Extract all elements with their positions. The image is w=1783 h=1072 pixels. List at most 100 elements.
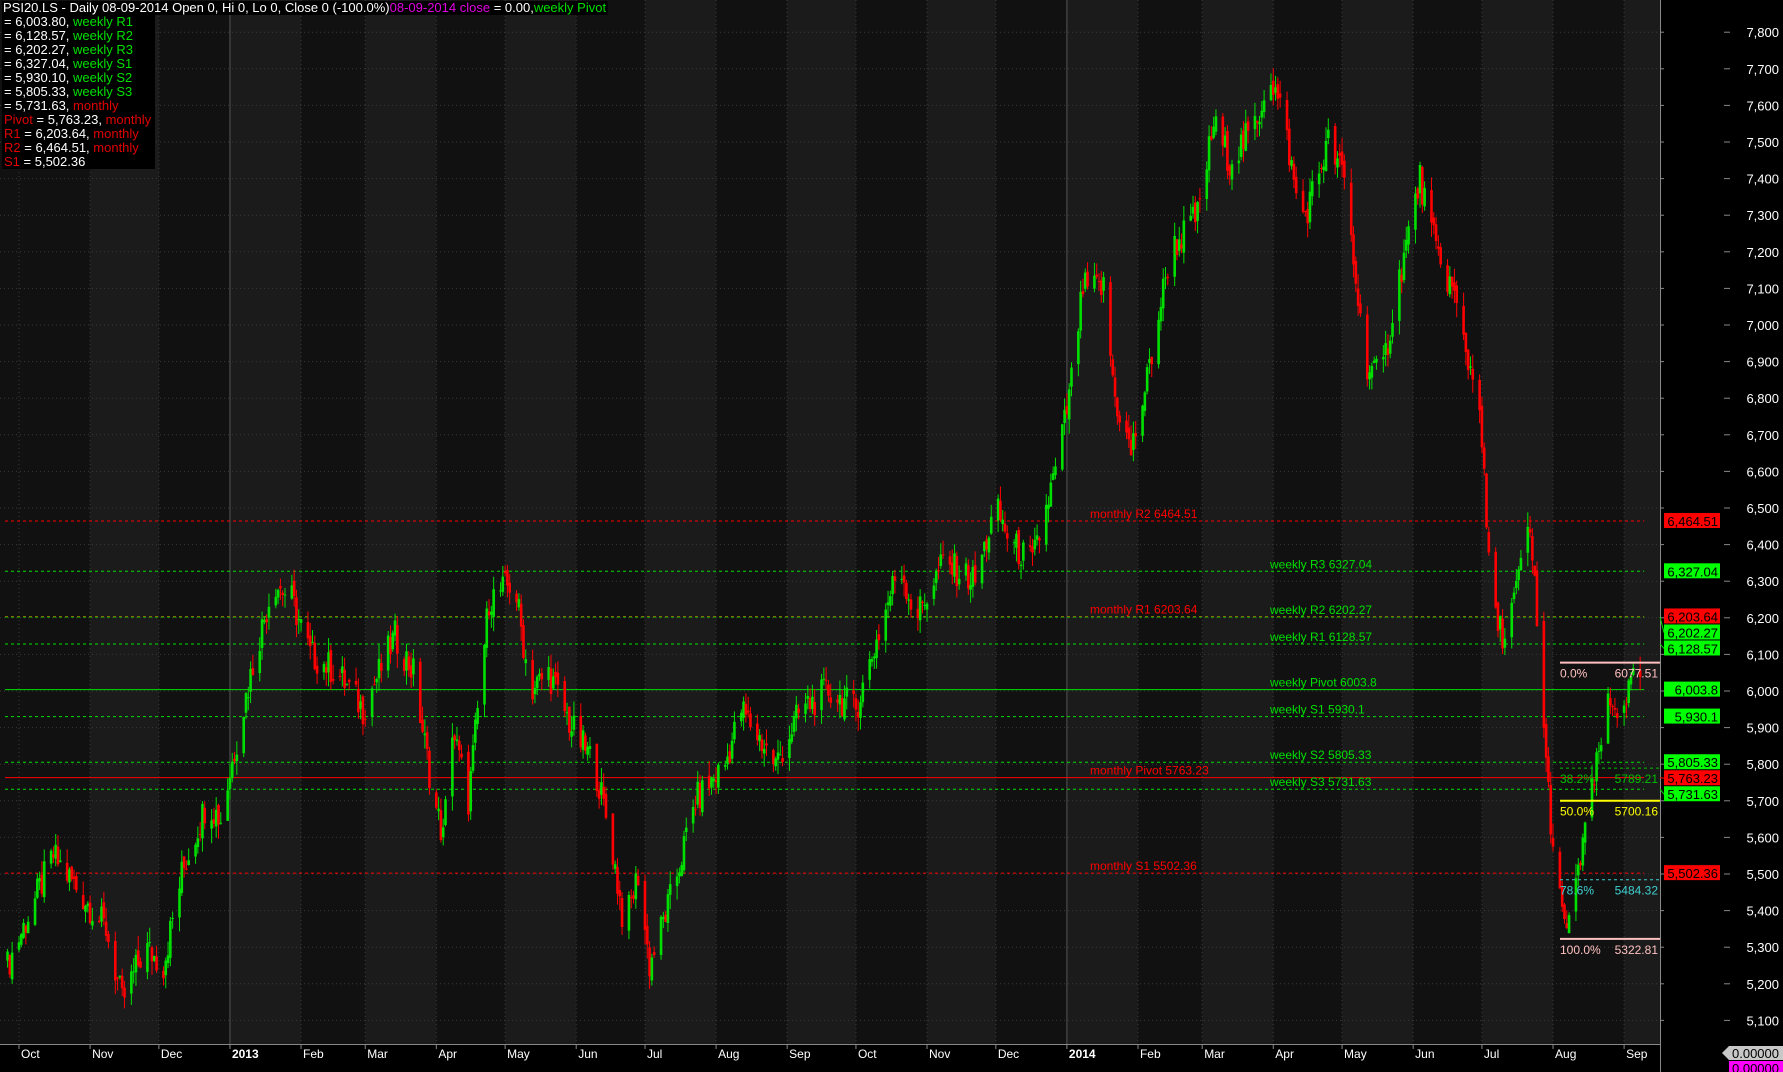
candle-body — [474, 719, 477, 743]
candle-body — [359, 701, 362, 709]
candle-body — [441, 827, 445, 838]
legend-title: PSI20.LS - Daily 08-09-2014 Open 0, Hi 0… — [3, 0, 390, 15]
candle-body — [409, 665, 413, 678]
candle-body — [1207, 136, 1211, 171]
candle — [1093, 262, 1096, 293]
candle — [24, 924, 28, 945]
candle — [1531, 528, 1534, 574]
candle — [568, 706, 571, 741]
price-axis[interactable] — [1660, 0, 1783, 1072]
time-axis[interactable] — [0, 1044, 1660, 1072]
legend-label: weekly S2 — [73, 70, 133, 85]
svg-text:5,805.33: 5,805.33 — [1667, 755, 1718, 770]
candle-body — [581, 730, 585, 750]
candle — [1145, 363, 1149, 395]
candle — [1102, 271, 1105, 303]
candle-body — [905, 582, 908, 599]
candle — [107, 930, 110, 949]
candle-body — [836, 699, 839, 703]
candle — [1462, 292, 1465, 341]
candle-body — [324, 667, 328, 673]
candle — [1368, 365, 1371, 390]
candle — [1563, 903, 1566, 924]
candle-body — [1404, 239, 1408, 251]
candle — [950, 549, 954, 585]
candle-body — [1528, 529, 1532, 533]
candle-body — [1141, 405, 1144, 436]
candle — [386, 631, 390, 678]
candle-body — [1061, 424, 1064, 470]
candle-body — [1230, 164, 1234, 180]
candle — [182, 856, 186, 878]
candle — [565, 702, 569, 726]
candle-body — [1615, 713, 1619, 719]
candle-body — [1285, 99, 1289, 131]
candle — [884, 603, 888, 653]
candle — [859, 695, 862, 730]
candle — [1207, 125, 1211, 183]
candle — [939, 543, 943, 569]
candle-body — [565, 712, 569, 714]
candle-body — [1288, 128, 1291, 166]
legend-label: monthly — [105, 112, 152, 127]
candle — [957, 565, 961, 590]
candle-body — [295, 597, 298, 626]
candle-body — [1003, 523, 1007, 532]
candle — [1001, 510, 1004, 532]
candle-body — [1482, 447, 1486, 469]
candle — [969, 572, 972, 603]
candle — [756, 714, 759, 746]
candle — [1528, 515, 1532, 538]
candle — [973, 551, 977, 586]
candle-body — [194, 844, 197, 857]
candle-body — [515, 593, 518, 603]
candle-body — [1567, 915, 1571, 934]
month-band — [1624, 0, 1660, 1044]
candle — [1109, 276, 1112, 367]
candle-body — [728, 751, 732, 763]
candle — [38, 871, 41, 891]
candle — [1512, 587, 1516, 604]
candle-body — [487, 611, 491, 616]
candle — [396, 616, 399, 668]
candle — [668, 871, 672, 910]
candle — [212, 807, 216, 828]
candle-body — [1336, 158, 1339, 168]
candle-body — [760, 739, 764, 751]
candle-body — [49, 850, 53, 864]
candle — [1631, 662, 1635, 677]
candle — [435, 789, 438, 810]
candle-body — [251, 668, 255, 676]
legend-lines: = 6,003.80, weekly R1 = 6,128.57, weekly… — [2, 15, 156, 169]
candle-body — [1099, 280, 1103, 295]
candle — [1487, 526, 1491, 556]
candle — [645, 913, 649, 959]
candle-body — [1301, 190, 1305, 212]
candle-body — [1322, 166, 1326, 170]
candle — [1327, 118, 1330, 145]
candle-body — [1157, 319, 1160, 365]
candle-body — [152, 955, 156, 961]
candle — [1542, 611, 1546, 738]
candle — [1430, 177, 1433, 237]
candle-body — [1485, 473, 1488, 528]
candle — [1480, 396, 1484, 454]
candle-body — [1544, 723, 1548, 758]
candle-body — [1455, 285, 1459, 303]
candle-body — [1590, 778, 1594, 818]
x-tick-label: Aug — [718, 1047, 739, 1061]
candle — [531, 649, 534, 705]
candle-body — [1051, 473, 1055, 480]
candle-body — [921, 601, 924, 604]
candle — [1375, 355, 1378, 370]
candle — [1019, 561, 1023, 580]
candle-body — [822, 678, 826, 680]
candle-body — [568, 706, 571, 733]
candle — [921, 600, 924, 614]
candle — [652, 946, 656, 958]
candle — [788, 725, 791, 771]
candle-body — [130, 971, 133, 994]
candle-body — [684, 827, 688, 833]
candle-body — [877, 634, 881, 641]
